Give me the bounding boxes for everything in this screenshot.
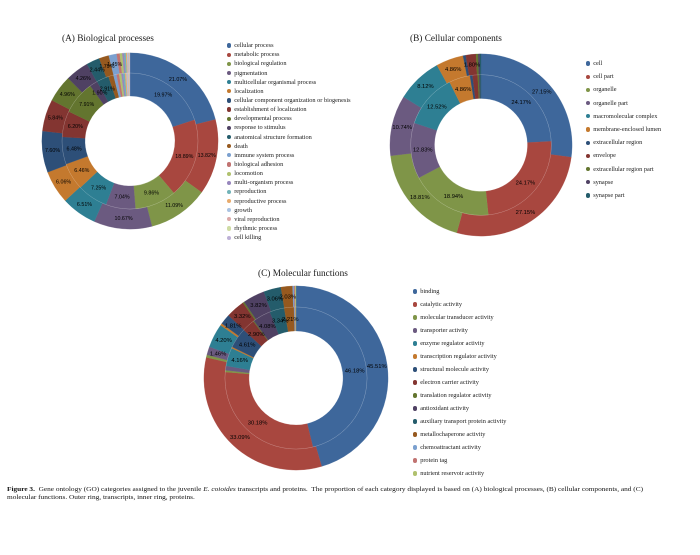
svg-text:24.17%: 24.17%	[516, 180, 536, 186]
svg-text:18.81%: 18.81%	[410, 195, 430, 201]
svg-text:3.32%: 3.32%	[234, 314, 251, 320]
svg-text:10.67%: 10.67%	[114, 216, 132, 222]
svg-text:24.17%: 24.17%	[511, 100, 531, 106]
svg-text:45.51%: 45.51%	[367, 364, 387, 370]
svg-text:4.08%: 4.08%	[259, 324, 276, 330]
svg-text:7.91%: 7.91%	[79, 102, 94, 108]
svg-text:46.18%: 46.18%	[345, 368, 365, 374]
svg-text:4.61%: 4.61%	[239, 342, 256, 348]
svg-text:2.90%: 2.90%	[248, 332, 265, 338]
svg-text:5.84%: 5.84%	[48, 116, 63, 122]
svg-text:27.15%: 27.15%	[532, 89, 552, 95]
svg-text:30.18%: 30.18%	[248, 420, 268, 426]
svg-text:7.25%: 7.25%	[91, 185, 106, 191]
svg-text:6.48%: 6.48%	[67, 146, 82, 152]
svg-text:2.21%: 2.21%	[282, 317, 299, 323]
svg-text:6.20%: 6.20%	[68, 124, 83, 130]
svg-text:1.46%: 1.46%	[210, 351, 227, 357]
svg-text:8.12%: 8.12%	[417, 84, 433, 90]
svg-text:18.94%: 18.94%	[444, 194, 464, 200]
svg-text:12.52%: 12.52%	[427, 104, 447, 110]
svg-text:4.86%: 4.86%	[445, 67, 461, 73]
svg-text:27.15%: 27.15%	[516, 210, 536, 216]
svg-text:2.03%: 2.03%	[279, 294, 296, 300]
svg-text:7.60%: 7.60%	[45, 148, 60, 154]
svg-text:7.04%: 7.04%	[115, 194, 130, 200]
svg-text:6.06%: 6.06%	[56, 179, 71, 185]
svg-text:6.46%: 6.46%	[74, 168, 89, 174]
svg-text:4.86%: 4.86%	[455, 87, 471, 93]
svg-text:4.26%: 4.26%	[76, 76, 91, 82]
svg-text:1.81%: 1.81%	[225, 324, 242, 330]
svg-text:4.96%: 4.96%	[60, 92, 75, 98]
svg-text:4.20%: 4.20%	[215, 338, 232, 344]
svg-text:12.83%: 12.83%	[413, 147, 433, 153]
svg-text:2.91%: 2.91%	[100, 87, 115, 93]
svg-text:4.16%: 4.16%	[231, 358, 248, 364]
svg-text:9.86%: 9.86%	[144, 191, 159, 197]
svg-text:33.09%: 33.09%	[230, 435, 250, 441]
svg-text:10.74%: 10.74%	[392, 125, 412, 131]
svg-text:1.45%: 1.45%	[107, 62, 122, 68]
svg-text:3.82%: 3.82%	[250, 303, 267, 309]
svg-text:13.82%: 13.82%	[198, 153, 216, 159]
svg-text:1.80%: 1.80%	[464, 62, 480, 68]
svg-text:11.09%: 11.09%	[165, 203, 183, 209]
svg-text:6.51%: 6.51%	[77, 202, 92, 208]
svg-text:18.89%: 18.89%	[175, 154, 193, 160]
svg-text:19.97%: 19.97%	[154, 93, 172, 99]
svg-text:21.07%: 21.07%	[169, 77, 187, 83]
